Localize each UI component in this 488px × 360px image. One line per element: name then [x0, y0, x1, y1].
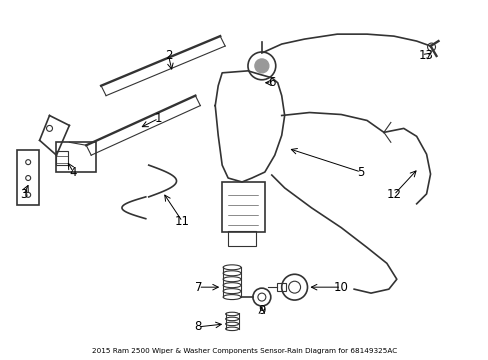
Text: 5: 5	[357, 166, 364, 179]
Bar	[276, 283, 285, 291]
Text: 8: 8	[194, 320, 202, 333]
Bar	[222, 182, 264, 231]
Text: 13: 13	[418, 49, 433, 63]
Text: 4: 4	[69, 166, 77, 179]
Text: 2: 2	[164, 49, 172, 63]
Text: 6: 6	[267, 76, 275, 89]
Text: 1: 1	[155, 112, 162, 125]
Text: 11: 11	[175, 215, 190, 228]
Text: 9: 9	[258, 305, 265, 318]
Text: 10: 10	[333, 281, 348, 294]
Bar	[56, 142, 96, 172]
Circle shape	[254, 59, 268, 73]
Bar	[56, 151, 68, 165]
Text: 2015 Ram 2500 Wiper & Washer Components Sensor-Rain Diagram for 68149325AC: 2015 Ram 2500 Wiper & Washer Components …	[92, 348, 396, 354]
Text: 12: 12	[386, 188, 401, 201]
Bar	[228, 231, 255, 247]
Text: 7: 7	[194, 281, 202, 294]
Text: 3: 3	[20, 188, 27, 201]
Bar	[17, 150, 39, 205]
